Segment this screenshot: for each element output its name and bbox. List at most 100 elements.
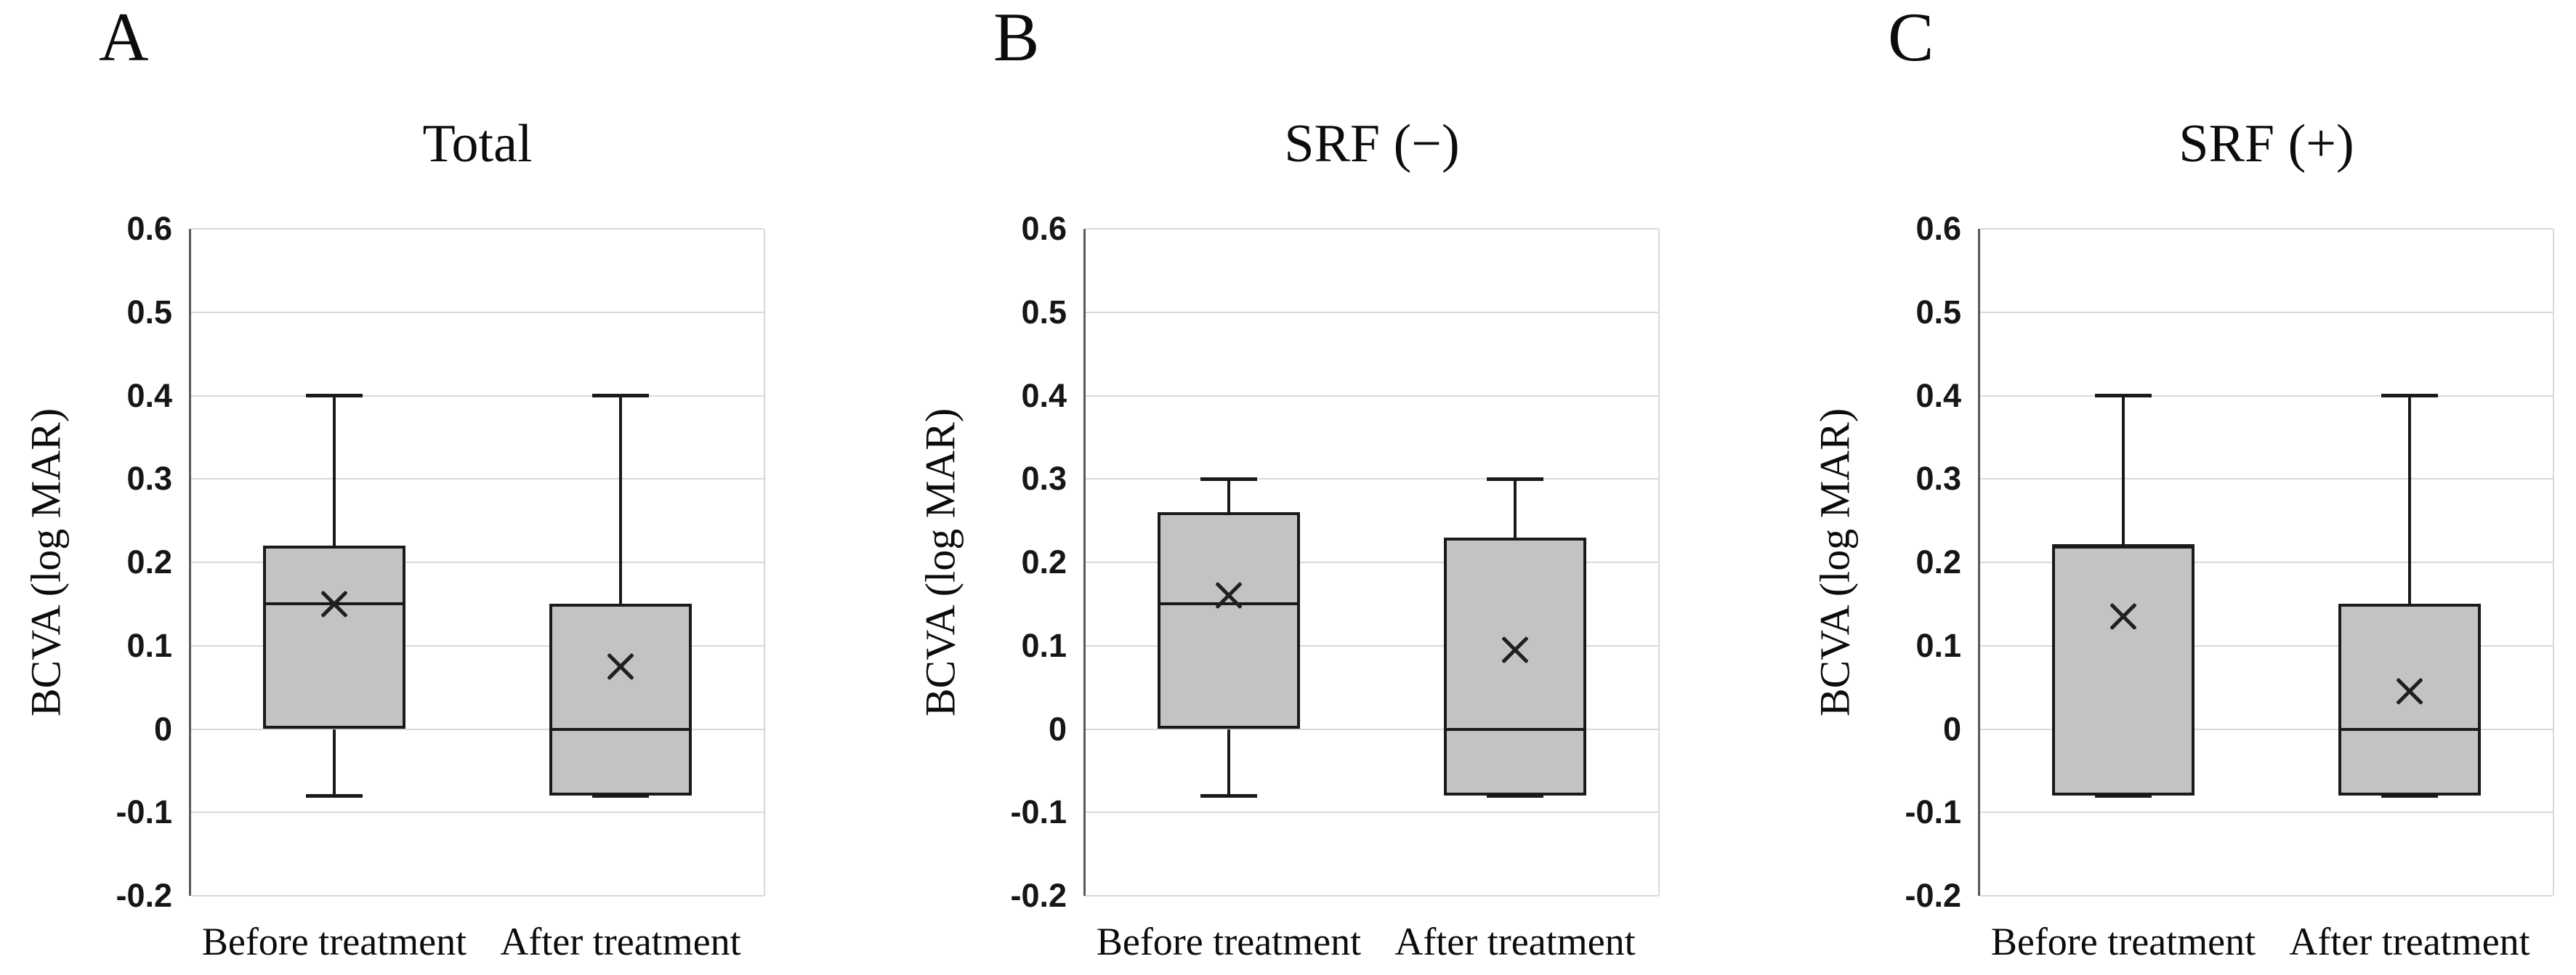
- y-tick-label: -0.1: [1010, 793, 1067, 831]
- box: [263, 546, 405, 729]
- y-tick-label: -0.1: [1905, 793, 1961, 831]
- box: [2052, 546, 2195, 796]
- y-tick-label: 0.4: [126, 376, 172, 414]
- y-tick-label: -0.2: [1010, 877, 1067, 914]
- panel-title-total: Total: [422, 114, 533, 174]
- y-tick-label: 0.5: [1021, 293, 1067, 331]
- gridline: [1086, 395, 1658, 397]
- lower-whisker-cap: [1200, 793, 1257, 798]
- gridline: [1980, 395, 2553, 397]
- x-category-label: After treatment: [2289, 920, 2530, 963]
- y-tick-label: -0.2: [116, 877, 172, 914]
- gridline: [191, 311, 764, 313]
- y-tick-label: 0: [153, 710, 172, 748]
- gridline: [1086, 812, 1658, 814]
- median-line: [2338, 727, 2481, 731]
- upper-whisker-cap: [2381, 394, 2438, 397]
- y-tick-label: 0: [1048, 710, 1067, 748]
- median-line: [549, 727, 692, 731]
- gridline: [191, 644, 764, 647]
- gridline: [1980, 562, 2553, 563]
- lower-whisker-cap: [306, 793, 363, 798]
- median-line: [1444, 727, 1586, 731]
- upper-whisker: [2408, 395, 2411, 604]
- y-tick-label: 0.5: [1915, 293, 1961, 331]
- mean-x-marker: [603, 649, 638, 684]
- gridline: [1086, 644, 1658, 647]
- y-axis-line: [1083, 229, 1086, 896]
- gridline: [1086, 562, 1658, 563]
- y-tick-label: 0.3: [1915, 460, 1961, 498]
- median-line: [1158, 602, 1300, 606]
- lower-whisker-cap: [2095, 793, 2152, 798]
- lower-whisker-cap: [2381, 793, 2438, 798]
- gridline: [191, 478, 764, 480]
- x-category-label: Before treatment: [1990, 920, 2256, 963]
- upper-whisker: [1227, 479, 1230, 513]
- lower-whisker-cap: [592, 793, 649, 798]
- y-axis-title: BCVA (log MAR): [22, 408, 70, 717]
- gridline: [1980, 644, 2553, 647]
- panel-title-srf-negative: SRF (−): [1284, 114, 1460, 174]
- panel-title-srf-positive: SRF (+): [2179, 114, 2354, 174]
- mean-x-marker: [2392, 674, 2427, 709]
- x-category-label: After treatment: [1394, 920, 1636, 963]
- lower-whisker: [333, 729, 336, 796]
- upper-whisker: [333, 395, 336, 546]
- y-tick-label: 0.1: [1021, 626, 1067, 664]
- panel-total: A Total BCVA (log MAR) 0.6 0.5 0.4 0.3 0.2 0.…: [23, 0, 765, 975]
- box: [1444, 537, 1586, 796]
- y-tick-label: 0.1: [1915, 626, 1961, 664]
- gridline: [191, 895, 764, 897]
- upper-whisker-cap: [306, 394, 363, 397]
- upper-whisker-cap: [1200, 477, 1257, 481]
- gridline: [191, 562, 764, 563]
- gridline: [1980, 311, 2553, 313]
- mean-x-marker: [1498, 632, 1533, 667]
- panel-letter-c: C: [1888, 0, 1934, 76]
- upper-whisker-cap: [1487, 477, 1543, 481]
- gridline: [1086, 311, 1658, 313]
- y-tick-label: 0.2: [1021, 543, 1067, 580]
- gridline: [1980, 478, 2553, 480]
- y-tick-label: 0.1: [126, 626, 172, 664]
- panel-letter-b: B: [993, 0, 1040, 76]
- box: [1158, 512, 1300, 729]
- plot-right-border: [2553, 229, 2554, 896]
- y-tick-label: 0.6: [126, 210, 172, 247]
- y-tick-label: 0.6: [1915, 210, 1961, 247]
- gridline: [1980, 228, 2553, 230]
- upper-whisker-cap: [592, 394, 649, 397]
- gridline: [191, 395, 764, 397]
- y-tick-label: 0.4: [1915, 376, 1961, 414]
- panel-letter-a: A: [99, 0, 149, 76]
- y-tick-label: 0: [1942, 710, 1961, 748]
- panel-srf-positive: C SRF (+) BCVA (log MAR) 0.6 0.5 0.4 0.3 0.2…: [1812, 0, 2554, 975]
- gridline: [191, 228, 764, 230]
- gridline: [1980, 728, 2553, 730]
- mean-x-marker: [317, 586, 352, 621]
- y-axis-line: [1978, 229, 1980, 896]
- gridline: [1980, 895, 2553, 897]
- box: [2338, 604, 2481, 796]
- plot-area-srf-negative: 0.6 0.5 0.4 0.3 0.2 0.1 0 -0.1 -0.2 Before treatm…: [1010, 210, 1660, 963]
- x-category-label: Before treatment: [1096, 920, 1362, 963]
- lower-whisker-cap: [1487, 793, 1543, 798]
- upper-whisker: [2122, 395, 2125, 546]
- x-category-label: After treatment: [500, 920, 741, 963]
- median-line: [2052, 544, 2195, 548]
- lower-whisker: [1227, 729, 1230, 796]
- y-tick-label: 0.2: [1915, 543, 1961, 580]
- y-tick-label: 0.3: [126, 460, 172, 498]
- upper-whisker-cap: [2095, 394, 2152, 397]
- plot-right-border: [764, 229, 765, 896]
- gridline: [1086, 895, 1658, 897]
- y-tick-label: 0.6: [1021, 210, 1067, 247]
- upper-whisker: [619, 395, 622, 604]
- gridline: [191, 812, 764, 814]
- mean-x-marker: [2106, 599, 2141, 634]
- y-tick-label: -0.2: [1905, 877, 1961, 914]
- gridline: [1086, 728, 1658, 730]
- plot-right-border: [1658, 229, 1660, 896]
- y-tick-label: -0.1: [116, 793, 172, 831]
